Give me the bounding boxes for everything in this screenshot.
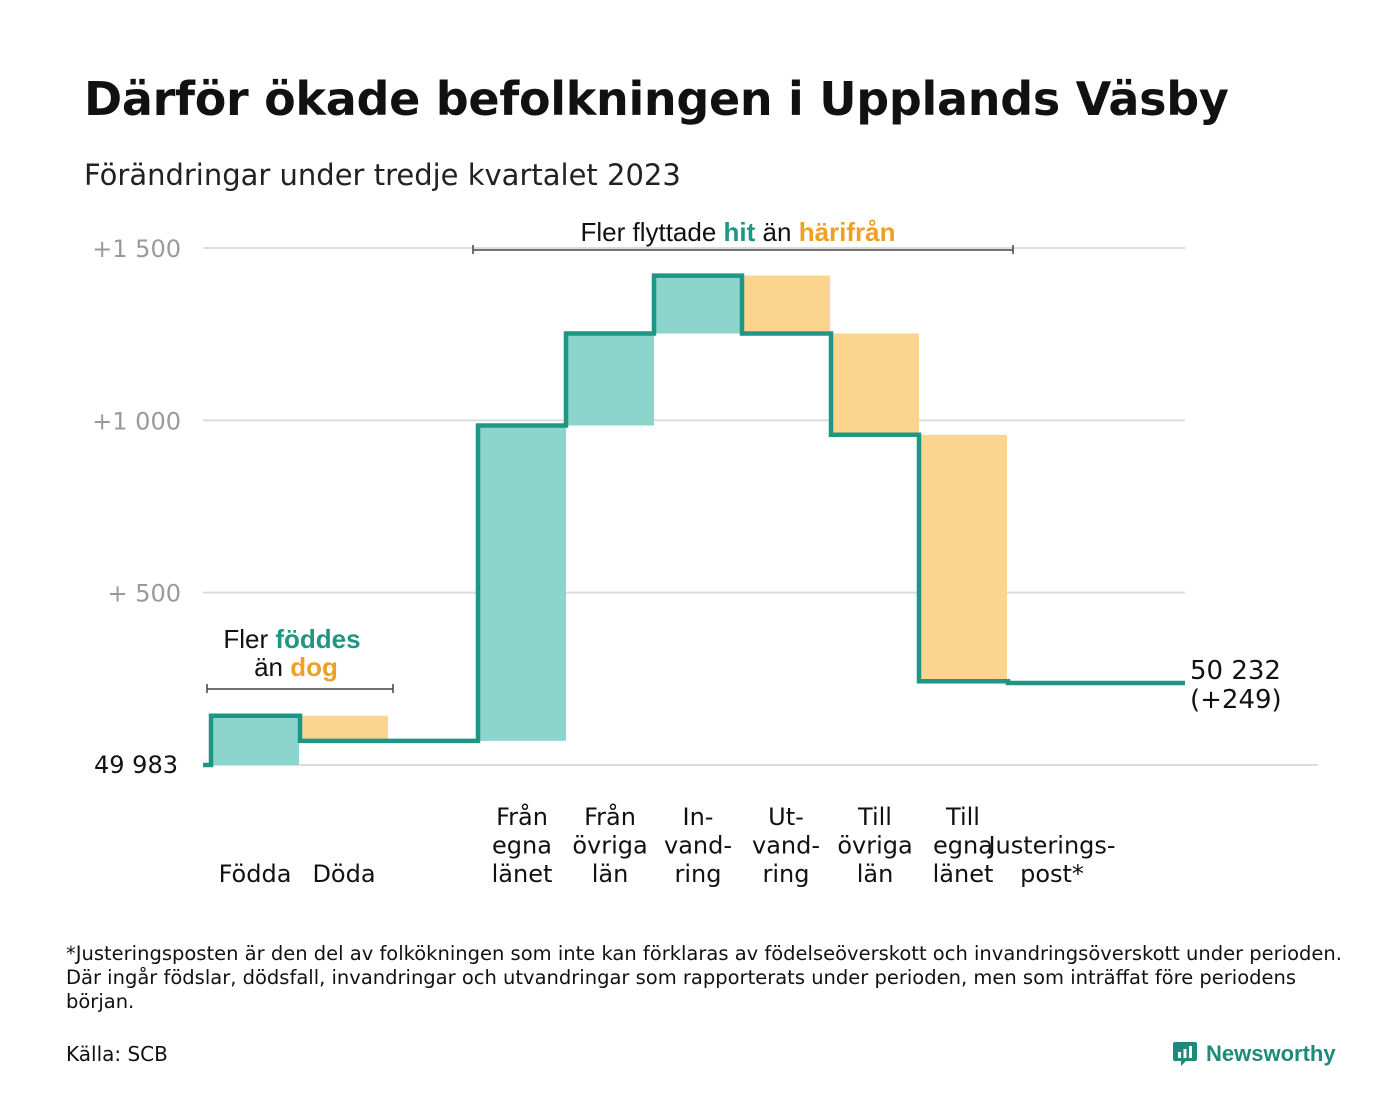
- cumulative-path: [203, 273, 1185, 768]
- category-label: Justerings-: [986, 832, 1115, 860]
- category-label: ring: [763, 860, 810, 888]
- category-label: Födda: [219, 860, 292, 888]
- category-label: egna: [933, 832, 993, 860]
- moves-annotation: Fler flyttade hit än härifrån: [580, 217, 895, 247]
- end-value-label: 50 232: [1190, 656, 1281, 686]
- births-bracket: [206, 684, 394, 693]
- y-tick-label: + 500: [107, 580, 181, 608]
- category-label: Till: [857, 803, 892, 831]
- category-label: länet: [933, 860, 994, 888]
- category-label: län: [857, 860, 894, 888]
- gridlines: [203, 247, 1318, 766]
- births-annotation-line2: än dog: [254, 652, 338, 682]
- y-tick-label: +1 500: [92, 235, 181, 263]
- category-label: Från: [584, 802, 636, 831]
- category-label: övriga: [572, 832, 647, 860]
- category-label: länet: [492, 860, 553, 888]
- footnote: *Justeringsposten är den del av folkökni…: [66, 942, 1342, 1013]
- source-label: Källa: SCB: [66, 1042, 168, 1066]
- moves-bracket: [472, 245, 1014, 254]
- change-bars: [211, 275, 1007, 765]
- category-label: ring: [675, 860, 722, 888]
- category-label: län: [592, 860, 629, 888]
- category-label: vand-: [752, 832, 820, 860]
- cumulative-line: [203, 273, 1185, 768]
- bar-increase: [566, 333, 654, 426]
- bar-increase: [211, 715, 299, 765]
- bar-decrease: [831, 333, 919, 435]
- bar-decrease: [742, 275, 830, 334]
- category-label: Till: [945, 803, 980, 831]
- page-subtitle: Förändringar under tredje kvartalet 2023: [84, 158, 681, 192]
- brand-name: Newsworthy: [1206, 1041, 1336, 1066]
- end-change-label: (+249): [1190, 685, 1282, 715]
- category-label: egna: [492, 832, 552, 860]
- category-label: In-: [683, 803, 714, 831]
- category-label: övriga: [837, 832, 912, 860]
- brand: Newsworthy: [1172, 1040, 1336, 1068]
- category-label: Från: [496, 802, 548, 831]
- category-label: Döda: [312, 860, 375, 888]
- bar-increase: [654, 275, 742, 334]
- category-label: post*: [1020, 860, 1084, 888]
- newsworthy-logo-icon: [1173, 1042, 1197, 1066]
- bar-increase: [478, 425, 566, 741]
- bar-decrease: [919, 434, 1007, 682]
- bar-decrease: [300, 715, 388, 741]
- y-tick-label: +1 000: [92, 407, 181, 435]
- category-label: Ut-: [768, 803, 804, 831]
- baseline-label: 49 983: [94, 751, 178, 779]
- births-annotation-line1: Fler föddes: [223, 624, 360, 654]
- page-title: Därför ökade befolkningen i Upplands Väs…: [84, 72, 1229, 126]
- category-label: vand-: [664, 832, 732, 860]
